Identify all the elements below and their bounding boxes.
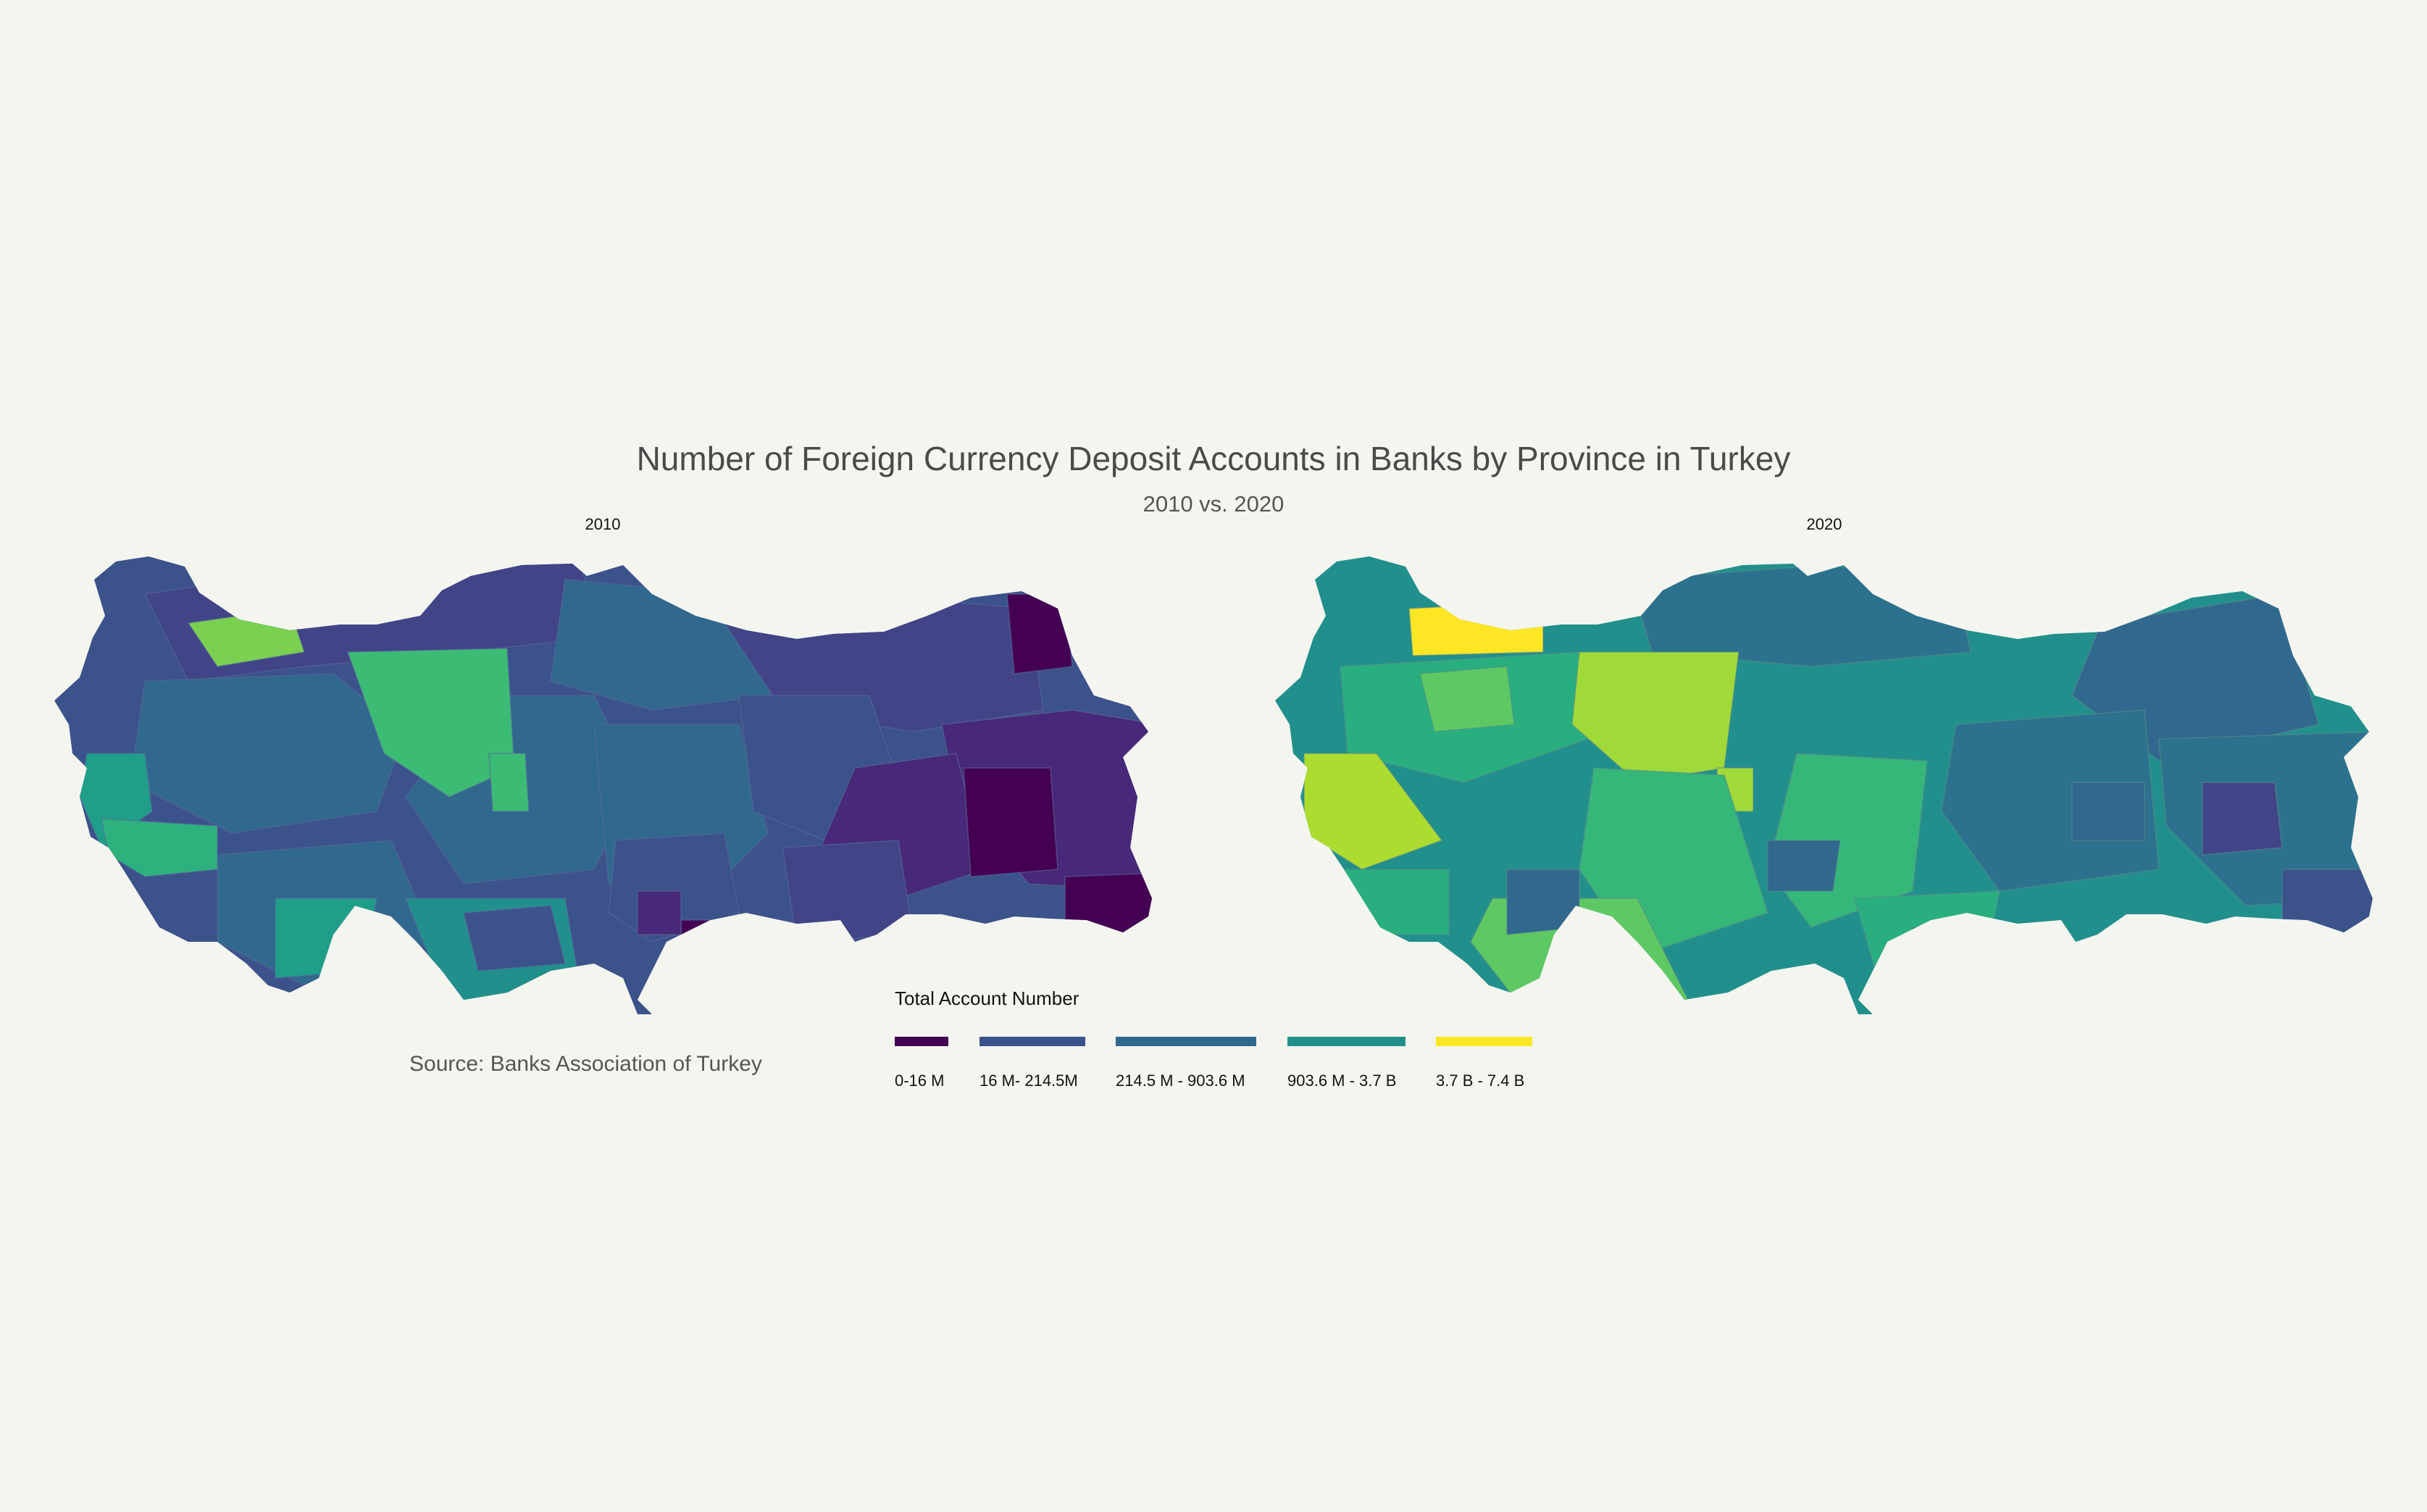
chart-title: Number of Foreign Currency Deposit Accou…	[636, 440, 1791, 477]
legend-label-4: 903.6 M - 3.7 B	[1287, 1072, 1397, 1090]
legend-label-2: 16 M- 214.5M	[979, 1072, 1078, 1090]
panel-label-2010: 2010	[585, 515, 621, 533]
legend-label-3: 214.5 M - 903.6 M	[1116, 1072, 1245, 1090]
panel-label-2020: 2020	[1806, 515, 1842, 533]
legend-swatch-5	[1436, 1037, 1532, 1046]
map-2010	[54, 556, 1152, 1014]
legend-swatch-4	[1287, 1037, 1405, 1046]
legend-label-5: 3.7 B - 7.4 B	[1436, 1072, 1525, 1090]
legend-swatch-2	[979, 1037, 1085, 1046]
chart-subtitle: 2010 vs. 2020	[1143, 491, 1284, 517]
legend-label-1: 0-16 M	[895, 1072, 945, 1090]
legend-title: Total Account Number	[895, 987, 1079, 1009]
source-caption: Source: Banks Association of Turkey	[409, 1052, 762, 1076]
legend-swatch-1	[895, 1037, 948, 1046]
map-2020	[1275, 556, 2373, 1014]
legend-swatch-3	[1116, 1037, 1256, 1046]
